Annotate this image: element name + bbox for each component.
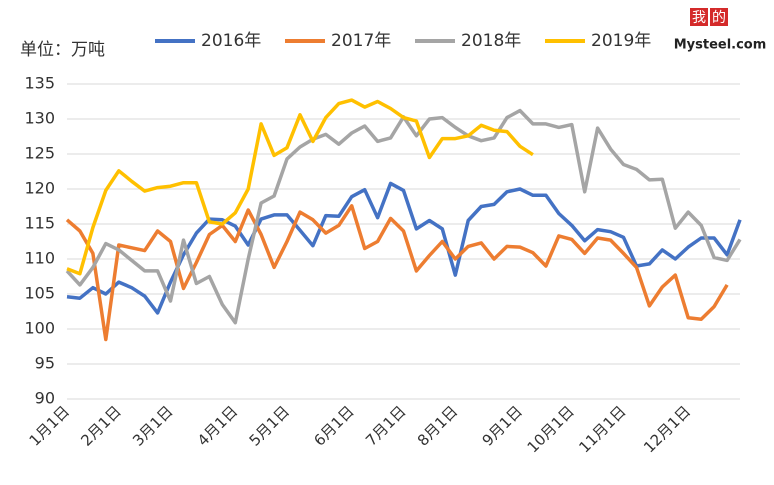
y-tick-label: 115 (24, 214, 55, 233)
series-line (65, 108, 742, 325)
y-tick-label: 135 (24, 74, 55, 93)
y-tick-label: 120 (24, 179, 55, 198)
x-tick-label: 6月1日 (310, 402, 357, 449)
x-tick-label: 5月1日 (246, 402, 293, 449)
x-tick-label: 11月1日 (575, 402, 629, 456)
x-tick-label: 2月1日 (77, 402, 124, 449)
logo-char: 我 (692, 10, 706, 26)
y-tick-label: 130 (24, 109, 55, 128)
y-tick-label: 95 (35, 354, 55, 373)
x-tick-label: 1月1日 (26, 402, 73, 449)
logo-box (710, 8, 728, 26)
legend-label: 2018年 (461, 31, 521, 51)
y-tick-label: 125 (24, 144, 55, 163)
legend-label: 2016年 (201, 31, 261, 51)
x-tick-label: 9月1日 (479, 402, 526, 449)
series-line (66, 98, 534, 276)
y-tick-label: 100 (24, 319, 55, 338)
legend-label: 2017年 (331, 31, 391, 51)
x-tick-label: 3月1日 (129, 402, 176, 449)
x-tick-label: 12月1日 (640, 402, 694, 456)
y-tick-label: 90 (35, 389, 55, 408)
x-tick-label: 4月1日 (194, 402, 241, 449)
logo-box (690, 8, 708, 26)
x-tick-label: 10月1日 (524, 402, 578, 456)
y-tick-label: 105 (24, 284, 55, 303)
unit-label: 单位：万吨 (20, 40, 105, 60)
logo-site: Mysteel.com (674, 38, 767, 53)
x-tick-label: 7月1日 (362, 402, 409, 449)
logo-char: 的 (712, 10, 726, 26)
series-line (65, 204, 729, 342)
legend-label: 2019年 (591, 31, 651, 51)
x-tick-label: 8月1日 (414, 402, 461, 449)
y-tick-label: 110 (24, 249, 55, 268)
